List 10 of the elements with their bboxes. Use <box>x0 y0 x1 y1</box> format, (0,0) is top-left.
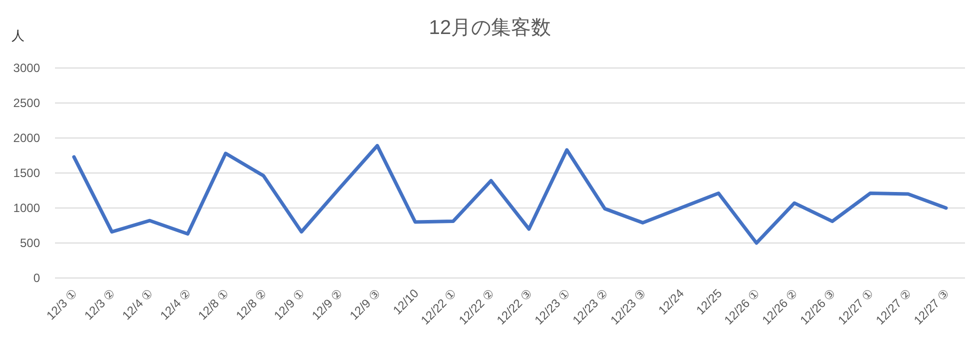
y-tick-label: 2500 <box>13 96 40 110</box>
y-tick-label: 1500 <box>13 166 40 180</box>
y-tick-label: 500 <box>20 236 40 250</box>
y-axis-title: 人 <box>12 28 24 43</box>
y-tick-label: 0 <box>33 271 40 285</box>
y-tick-label: 2000 <box>13 131 40 145</box>
chart-title: 12月の集客数 <box>428 17 552 39</box>
line-series <box>72 144 948 245</box>
y-tick-label: 3000 <box>13 61 40 75</box>
y-tick-label: 1000 <box>13 201 40 215</box>
